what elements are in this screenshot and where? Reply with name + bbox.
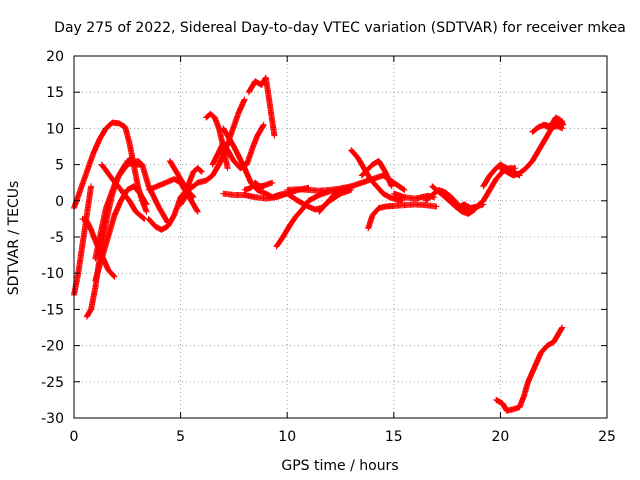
y-tick-label: -15	[41, 302, 64, 318]
data-series-arc20	[252, 179, 276, 190]
data-series-arc12	[177, 165, 205, 208]
x-tick-label: 25	[598, 429, 616, 445]
y-axis-label: SDTVAR / TECUs	[6, 181, 22, 296]
y-tick-label: -10	[41, 266, 64, 282]
data-marker-path	[124, 158, 146, 168]
y-tick-label: -20	[41, 339, 64, 355]
data-series-arc35	[529, 121, 566, 135]
grid-layer	[74, 56, 607, 418]
x-tick-label: 0	[70, 429, 79, 445]
x-tick-label: 20	[491, 429, 509, 445]
y-tick-label: -30	[41, 411, 64, 427]
chart-title: Day 275 of 2022, Sidereal Day-to-day VTE…	[54, 20, 626, 36]
y-tick-label: 20	[46, 49, 64, 65]
y-tick-label: -25	[41, 375, 64, 391]
data-marker-path	[365, 201, 440, 232]
data-layer	[71, 74, 567, 414]
data-series-arc17	[245, 74, 278, 139]
data-series-arc7	[98, 161, 148, 222]
x-tick-label: 10	[278, 429, 296, 445]
x-tick-label: 5	[176, 429, 185, 445]
data-marker-path	[316, 186, 342, 215]
data-series-arc27	[365, 201, 440, 232]
y-tick-label: 10	[46, 121, 64, 137]
x-axis-label: GPS time / hours	[281, 458, 398, 474]
data-series-arc24	[316, 186, 342, 215]
data-marker-path	[529, 121, 566, 135]
data-series-arc26	[358, 158, 395, 190]
y-tick-label: 0	[55, 194, 64, 210]
data-marker-path	[177, 165, 205, 208]
data-series-arc8	[124, 158, 146, 168]
data-marker-path	[98, 161, 148, 222]
data-marker-path	[358, 158, 395, 190]
tick-layer: 0 5 10 15 20 25 -30 -25 -20 -15 -10 -5 0 5 10 15 20	[41, 49, 616, 445]
y-tick-label: 15	[46, 85, 64, 101]
data-marker-path	[493, 324, 566, 414]
y-tick-label: -5	[50, 230, 64, 246]
x-tick-label: 15	[385, 429, 403, 445]
data-series-arc36	[493, 324, 566, 414]
data-marker-path	[92, 183, 150, 284]
data-series-arc5	[92, 183, 150, 284]
data-marker-path	[245, 74, 278, 139]
data-marker-path	[252, 179, 276, 190]
y-tick-label: 5	[55, 158, 64, 174]
